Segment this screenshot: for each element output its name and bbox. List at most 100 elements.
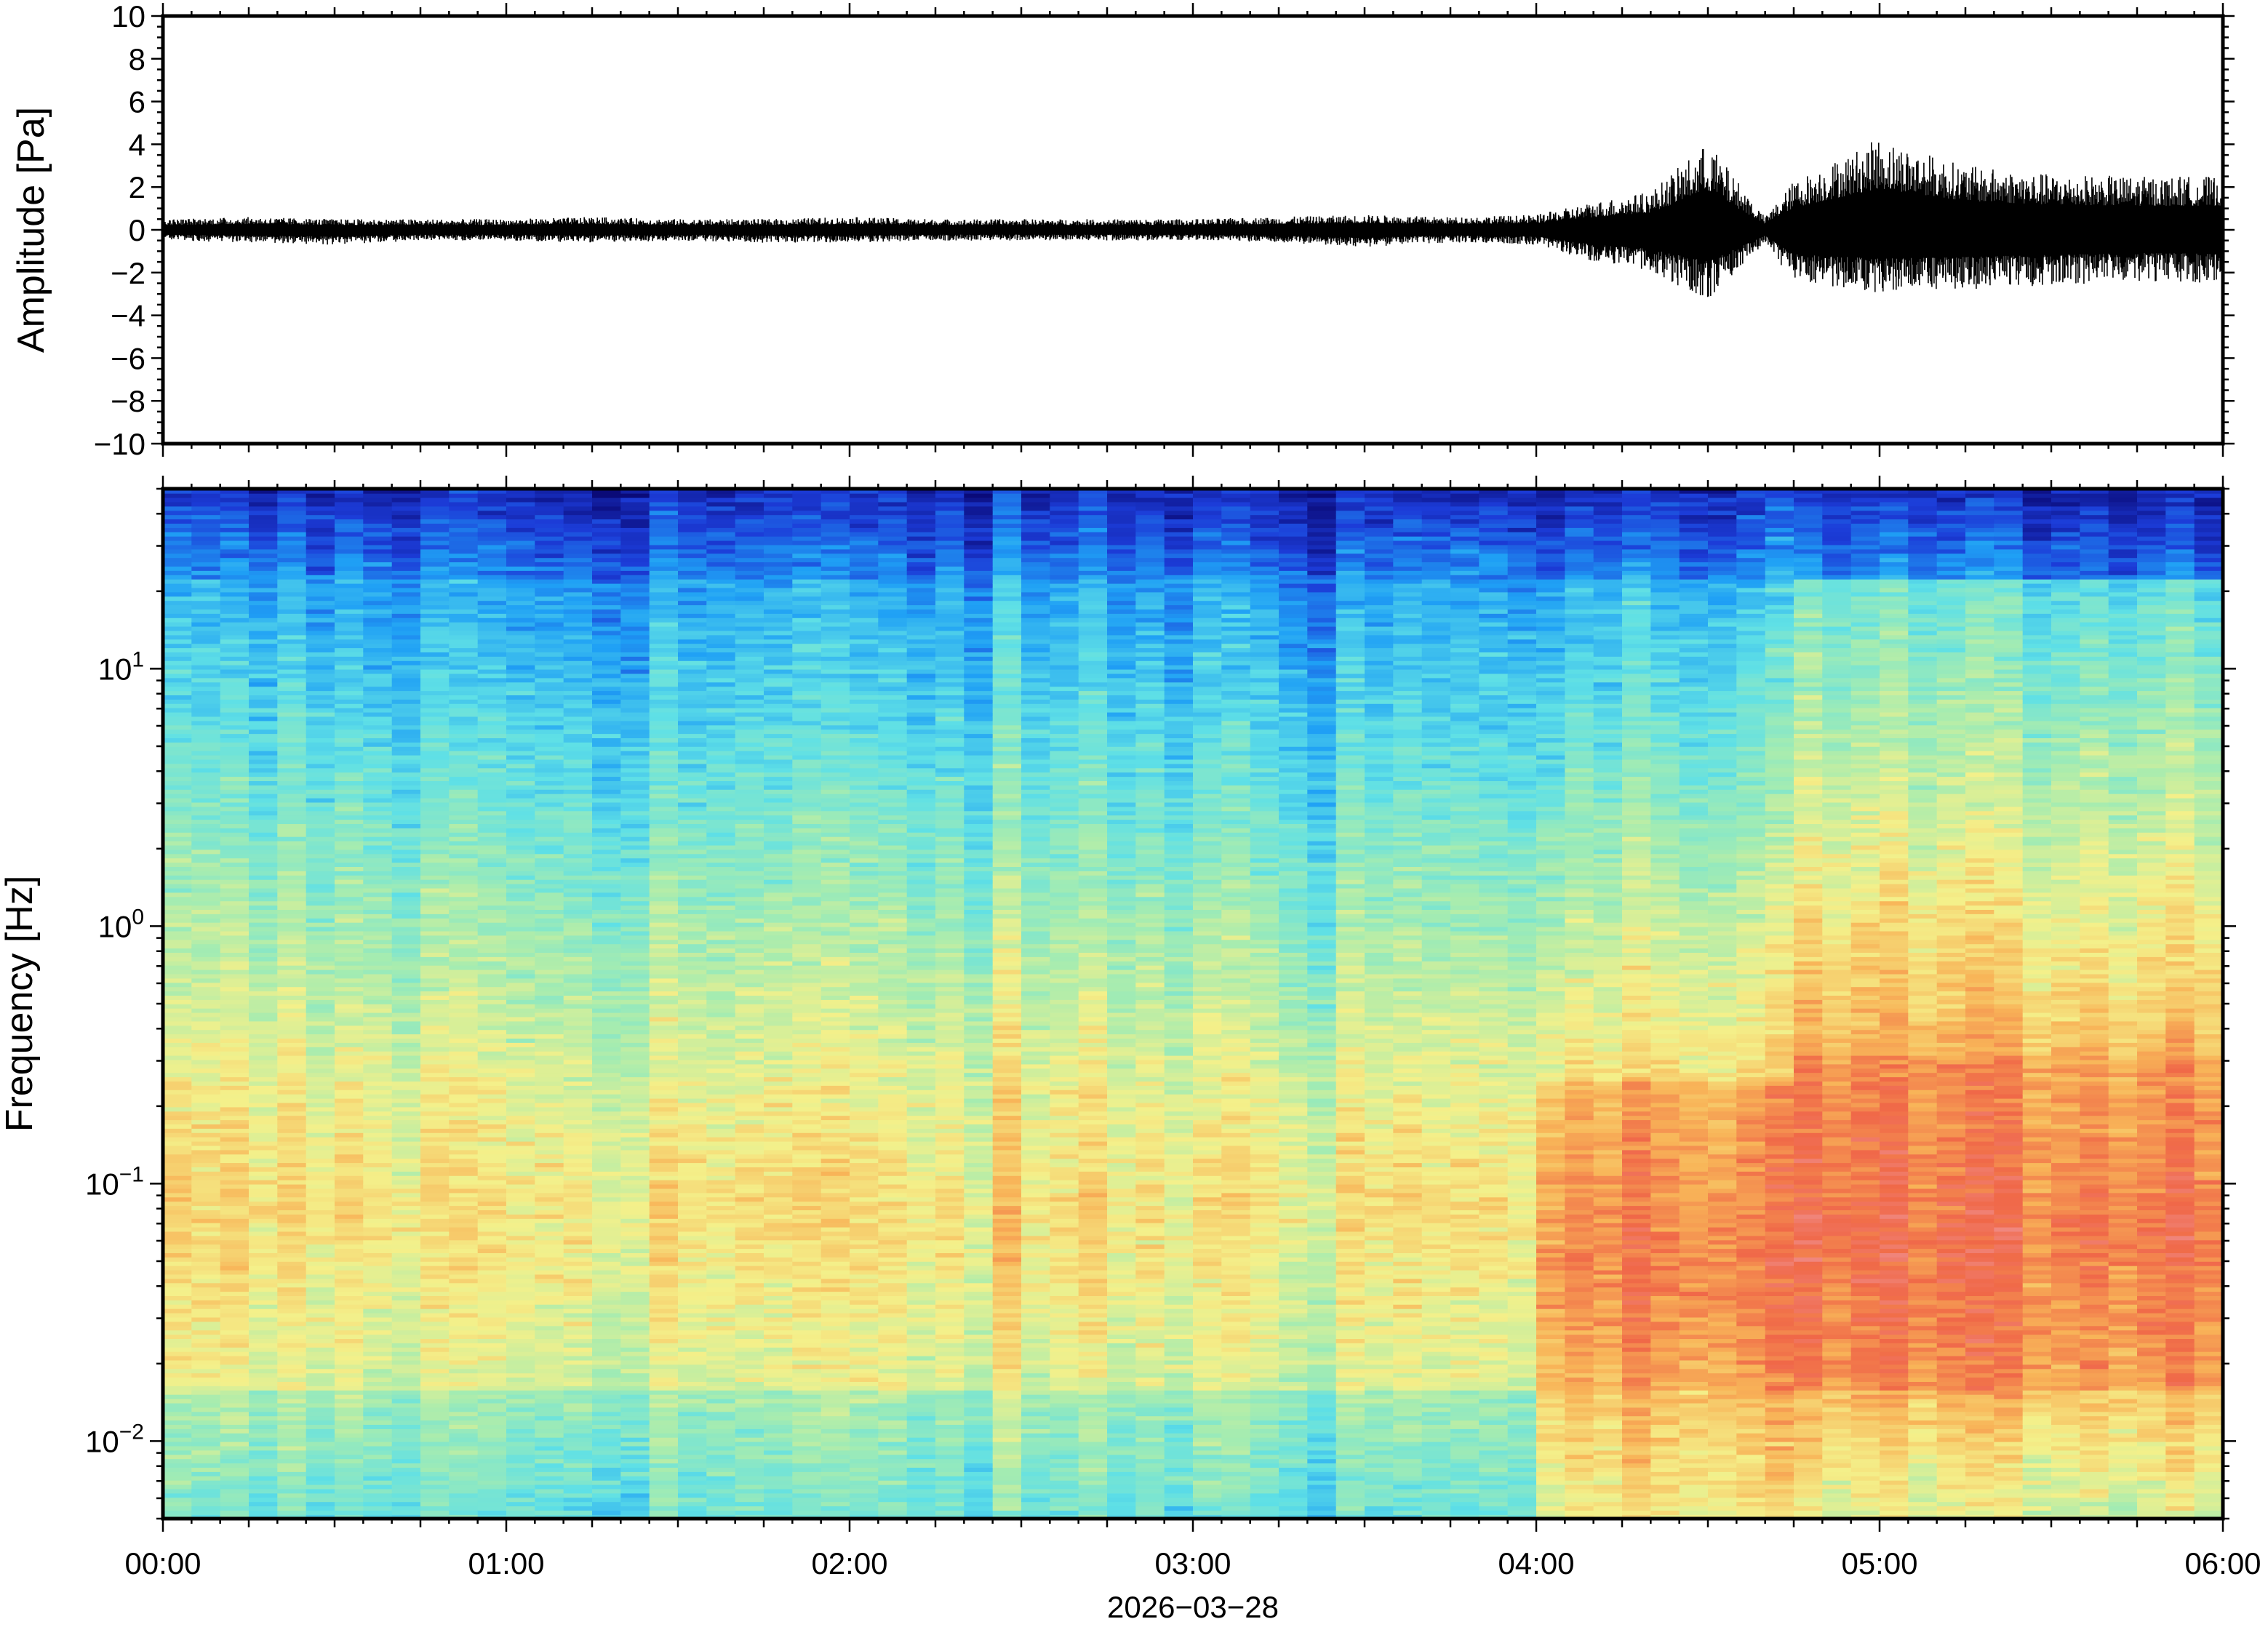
- heatmap-cell: [477, 858, 507, 863]
- heatmap-cell: [592, 991, 622, 996]
- heatmap-cell: [592, 900, 622, 906]
- heatmap-cell: [420, 1295, 450, 1300]
- heatmap-cell: [620, 1359, 650, 1365]
- heatmap-cell: [592, 1047, 622, 1052]
- heatmap-cell: [363, 510, 393, 516]
- heatmap-cell: [335, 1175, 364, 1180]
- heatmap-cell: [477, 1433, 507, 1438]
- heatmap-cell: [306, 1415, 335, 1421]
- heatmap-cell: [363, 566, 393, 571]
- heatmap-cell: [592, 634, 622, 640]
- heatmap-cell: [420, 1282, 450, 1288]
- heatmap-cell: [706, 1428, 736, 1434]
- heatmap-cell: [163, 1171, 193, 1176]
- heatmap-cell: [391, 840, 421, 846]
- heatmap-cell: [191, 1210, 221, 1215]
- heatmap-cell: [477, 896, 507, 902]
- heatmap-cell: [449, 492, 479, 498]
- heatmap-cell: [506, 716, 536, 721]
- heatmap-cell: [249, 716, 279, 721]
- heatmap-cell: [163, 858, 193, 863]
- heatmap-cell: [649, 982, 679, 988]
- heatmap-cell: [477, 1188, 507, 1194]
- heatmap-cell: [163, 1085, 193, 1090]
- heatmap-cell: [449, 978, 479, 983]
- heatmap-cell: [535, 656, 564, 661]
- heatmap-cell: [220, 668, 249, 674]
- heatmap-cell: [363, 1128, 393, 1133]
- heatmap-cell: [535, 1265, 564, 1271]
- heatmap-cell: [391, 914, 421, 919]
- heatmap-cell: [220, 609, 249, 614]
- heatmap-cell: [249, 1042, 279, 1047]
- heatmap-cell: [191, 1252, 221, 1258]
- heatmap-cell: [649, 1201, 679, 1207]
- heatmap-cell: [306, 914, 335, 919]
- heatmap-cell: [163, 952, 193, 957]
- heatmap-cell: [420, 660, 450, 665]
- heatmap-cell: [506, 1295, 536, 1300]
- heatmap-cell: [249, 1338, 279, 1343]
- heatmap-cell: [477, 819, 507, 824]
- heatmap-cell: [391, 1244, 421, 1250]
- heatmap-cell: [163, 926, 193, 932]
- heatmap-cell: [277, 711, 307, 717]
- heatmap-cell: [563, 1394, 593, 1399]
- heatmap-cell: [649, 492, 679, 498]
- heatmap-cell: [649, 1450, 679, 1455]
- heatmap-cell: [306, 1476, 335, 1481]
- heatmap-cell: [506, 575, 536, 580]
- heatmap-cell: [449, 1445, 479, 1451]
- heatmap-cell: [535, 1029, 564, 1035]
- heatmap-cell: [277, 1343, 307, 1348]
- heatmap-cell: [306, 900, 335, 906]
- heatmap-cell: [735, 737, 764, 743]
- heatmap-cell: [477, 497, 507, 503]
- heatmap-cell: [191, 1433, 221, 1438]
- heatmap-cell: [563, 1188, 593, 1194]
- heatmap-cell: [477, 647, 507, 652]
- heatmap-cell: [420, 1390, 450, 1395]
- heatmap-cell: [563, 1428, 593, 1434]
- heatmap-cell: [477, 1287, 507, 1292]
- heatmap-cell: [477, 1128, 507, 1133]
- heatmap-cell: [420, 1398, 450, 1404]
- heatmap-cell: [306, 750, 335, 756]
- heatmap-cell: [649, 964, 679, 970]
- heatmap-cell: [563, 561, 593, 567]
- heatmap-cell: [363, 815, 393, 820]
- heatmap-cell: [535, 742, 564, 747]
- heatmap-cell: [592, 707, 622, 713]
- heatmap-cell: [306, 1085, 335, 1090]
- heatmap-cell: [420, 1029, 450, 1035]
- heatmap-cell: [249, 1368, 279, 1374]
- heatmap-cell: [563, 1158, 593, 1164]
- heatmap-cell: [306, 681, 335, 687]
- heatmap-cell: [335, 1081, 364, 1086]
- heatmap-cell: [477, 733, 507, 738]
- heatmap-cell: [620, 596, 650, 601]
- heatmap-cell: [506, 510, 536, 516]
- heatmap-cell: [735, 1239, 764, 1245]
- heatmap-cell: [249, 510, 279, 516]
- heatmap-cell: [735, 1149, 764, 1155]
- heatmap-cell: [563, 1162, 593, 1167]
- heatmap-cell: [506, 548, 536, 554]
- heatmap-cell: [706, 1390, 736, 1395]
- heatmap-cell: [592, 1007, 622, 1013]
- heatmap-cell: [163, 797, 193, 803]
- heatmap-cell: [249, 1312, 279, 1318]
- heatmap-cell: [363, 1025, 393, 1031]
- heatmap-cell: [277, 1501, 307, 1507]
- heatmap-cell: [706, 690, 736, 695]
- heatmap-cell: [249, 914, 279, 919]
- heatmap-cell: [249, 1343, 279, 1348]
- heatmap-cell: [163, 1394, 193, 1399]
- heatmap-cell: [163, 948, 193, 953]
- heatmap-cell: [620, 922, 650, 927]
- heatmap-cell: [535, 1343, 564, 1348]
- heatmap-cell: [391, 1433, 421, 1438]
- heatmap-cell: [335, 1506, 364, 1511]
- heatmap-cell: [678, 978, 708, 983]
- heatmap-cell: [449, 621, 479, 627]
